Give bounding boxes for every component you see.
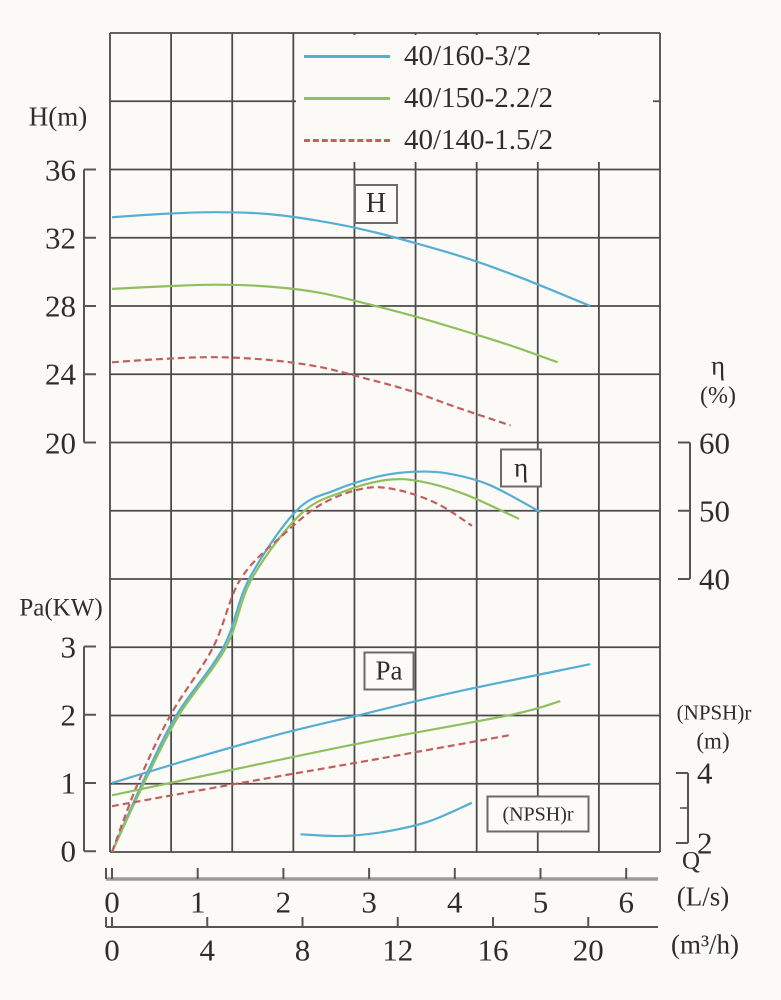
flow-ls-unit: (L/s)	[676, 881, 730, 912]
efficiency-axis-unit: (%)	[700, 383, 736, 409]
flow-m3h-label-4: 4	[199, 932, 216, 968]
legend-item: 40/150-2.2/2	[296, 81, 652, 114]
flow-ls-label-2: 2	[275, 884, 292, 920]
power-curve-40/140-1.5/2	[111, 734, 510, 808]
flow-m3h-label-0: 0	[104, 932, 120, 968]
npshr-axis-unit: (m)	[696, 728, 730, 754]
flow-ls-label-6: 6	[618, 884, 634, 920]
legend-label: 40/150-2.2/2	[404, 81, 554, 114]
efficiency-curve-40/160-3/2	[110, 470, 542, 853]
legend-label: 40/140-1.5/2	[404, 123, 554, 156]
head-tick-28: 28	[45, 288, 76, 324]
legend: 40/160-3/2 40/150-2.2/2 40/140-1.5/2	[296, 36, 652, 161]
efficiency-axis-title: η	[710, 350, 726, 381]
power-curve-40/150-2.2/2	[111, 700, 561, 797]
flow-ls-label-1: 1	[189, 884, 206, 920]
head-axis-title: H(m)	[28, 101, 88, 132]
efficiency-curve-40/150-2.2/2	[111, 477, 520, 853]
efficiency-curve-40/140-1.5/2	[110, 486, 473, 853]
flow-m3h-label-16: 16	[477, 932, 509, 968]
legend-line-swatch	[304, 55, 390, 59]
flow-ls-label-5: 5	[532, 884, 549, 920]
power-tick-0: 0	[60, 833, 77, 869]
legend-item: 40/160-3/2	[296, 42, 652, 71]
head-curve-40/150-2.2/2	[111, 283, 558, 364]
flow-m3h-label-12: 12	[382, 932, 414, 968]
efficiency-tick-50: 50	[699, 493, 730, 529]
power-section-label: Pa	[363, 651, 415, 691]
head-tick-20: 20	[45, 425, 76, 460]
efficiency-tick-60: 60	[699, 425, 730, 460]
legend-line-swatch	[304, 96, 390, 100]
power-tick-2: 2	[60, 697, 77, 733]
flow-m3h-label-8: 8	[294, 932, 311, 968]
head-tick-36: 36	[45, 152, 76, 187]
power-curve-40/160-3/2	[111, 663, 591, 785]
head-curve-40/140-1.5/2	[111, 356, 511, 427]
npshr-axis-title: (NPSH)r	[676, 700, 752, 725]
flow-ls-label-0: 0	[104, 884, 120, 920]
legend-line-swatch	[304, 138, 390, 142]
flow-m3h-unit: (m³/h)	[670, 929, 740, 960]
legend-label: 40/160-3/2	[404, 40, 532, 73]
npshr-tick-2: 2	[697, 825, 713, 861]
q-axis-title: Q	[681, 847, 701, 875]
head-tick-24: 24	[45, 356, 76, 392]
power-axis-title: Pa(KW)	[19, 594, 103, 622]
head-tick-32: 32	[45, 220, 76, 256]
power-tick-1: 1	[60, 765, 77, 801]
efficiency-section-label: η	[500, 448, 542, 488]
flow-ls-label-4: 4	[447, 884, 463, 920]
npshr-tick-4: 4	[697, 755, 713, 791]
head-section-label: H	[354, 184, 398, 224]
power-tick-3: 3	[60, 629, 77, 664]
npshr-section-label: (NPSH)r	[486, 795, 590, 833]
head-curve-40/160-3/2	[111, 211, 591, 308]
flow-m3h-label-20: 20	[572, 932, 604, 968]
legend-item: 40/140-1.5/2	[296, 123, 652, 156]
npshr-curve	[300, 801, 473, 838]
efficiency-tick-40: 40	[699, 561, 730, 597]
flow-ls-label-3: 3	[361, 884, 377, 920]
